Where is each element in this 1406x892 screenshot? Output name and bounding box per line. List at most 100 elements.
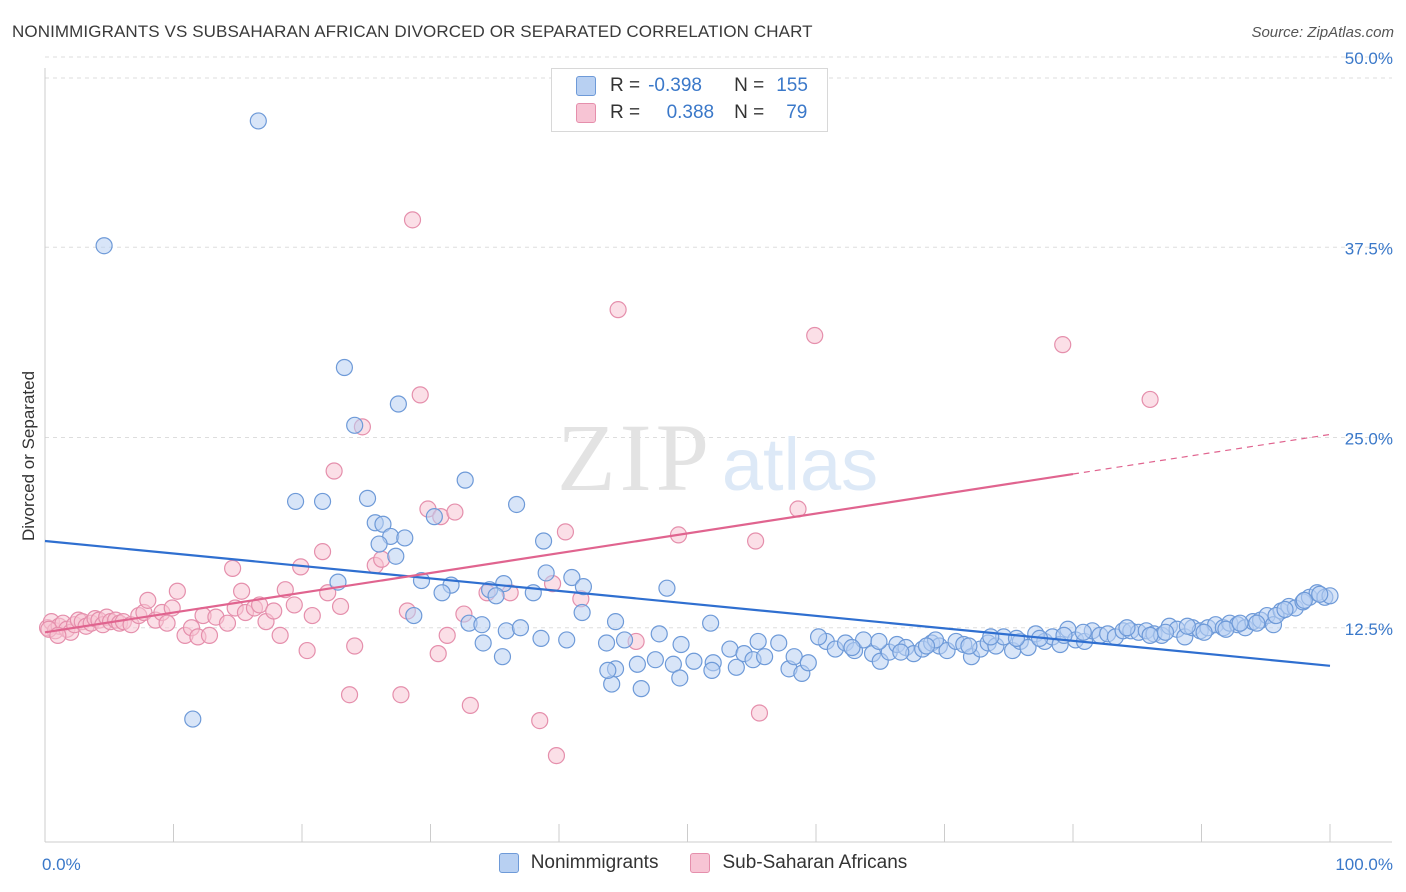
data-point-nonimmigrant — [433, 584, 451, 602]
y-tick-label: 12.5% — [1345, 620, 1393, 639]
legend-r-value: 0.388 — [666, 102, 715, 123]
chart-source: Source: ZipAtlas.com — [1251, 24, 1394, 41]
y-axis-label: Divorced or Separated — [19, 371, 38, 541]
data-point-nonimmigrant — [474, 634, 492, 652]
data-point-sub-saharan — [392, 686, 410, 704]
legend-n-value: 79 — [786, 102, 808, 123]
data-point-nonimmigrant — [95, 237, 113, 255]
data-point-sub-saharan — [298, 641, 316, 660]
legend-row-nonimmigrants: R = -0.398 N = 155 — [576, 73, 808, 99]
data-point-nonimmigrant — [387, 547, 405, 565]
data-point-nonimmigrant — [184, 710, 202, 728]
data-point-nonimmigrant — [785, 648, 803, 666]
legend-swatch-blue — [576, 76, 596, 96]
data-point-sub-saharan — [233, 582, 251, 600]
data-point-nonimmigrant — [487, 587, 505, 605]
data-point-sub-saharan — [747, 532, 765, 550]
data-point-nonimmigrant — [646, 651, 664, 669]
data-point-sub-saharan — [556, 523, 575, 541]
data-point-nonimmigrant — [1231, 614, 1249, 632]
x-tick-label: 100.0% — [1335, 855, 1393, 874]
data-point-sub-saharan — [750, 704, 769, 722]
series-legend: Nonimmigrants Sub-Saharan Africans — [0, 852, 1406, 874]
data-point-sub-saharan — [609, 301, 627, 319]
data-point-sub-saharan — [325, 462, 343, 480]
data-point-sub-saharan — [411, 386, 429, 404]
watermark-atlas: atlas — [722, 423, 878, 506]
legend-n-label: N = — [734, 102, 765, 123]
data-point-nonimmigrant — [727, 658, 745, 676]
data-point-sub-saharan — [461, 696, 479, 714]
data-point-sub-saharan — [158, 614, 176, 632]
data-point-nonimmigrant — [346, 416, 364, 434]
data-point-sub-saharan — [313, 543, 332, 561]
legend-swatch-pink — [690, 853, 711, 873]
data-point-sub-saharan — [403, 211, 422, 229]
sub-saharan-points — [38, 211, 1159, 765]
data-point-nonimmigrant — [650, 625, 668, 643]
data-point-nonimmigrant — [405, 606, 423, 625]
data-point-nonimmigrant — [1141, 626, 1159, 644]
data-point-nonimmigrant — [599, 661, 617, 679]
data-point-nonimmigrant — [358, 489, 377, 507]
data-point-nonimmigrant — [799, 654, 817, 672]
data-point-nonimmigrant — [1311, 585, 1329, 603]
data-point-nonimmigrant — [809, 628, 828, 646]
y-tick-labels: 12.5% 25.0% 37.5% 50.0% — [1345, 49, 1393, 639]
data-point-nonimmigrant — [703, 661, 721, 679]
data-point-sub-saharan — [224, 559, 242, 577]
data-point-nonimmigrant — [456, 471, 474, 489]
legend-swatch-blue — [498, 853, 519, 873]
trend-line-sub-saharan-extension — [1072, 433, 1331, 475]
y-tick-label: 37.5% — [1345, 239, 1393, 258]
data-point-nonimmigrant — [1074, 623, 1092, 641]
data-point-nonimmigrant — [532, 629, 550, 648]
legend-n-value: 155 — [776, 75, 808, 96]
data-point-sub-saharan — [168, 582, 186, 600]
data-point-sub-saharan — [438, 626, 456, 644]
data-point-nonimmigrant — [960, 637, 978, 655]
legend-r-label: R = — [610, 75, 641, 96]
data-point-nonimmigrant — [870, 632, 888, 651]
data-point-nonimmigrant — [497, 622, 515, 640]
data-point-sub-saharan — [531, 711, 549, 730]
y-tick-label: 50.0% — [1345, 49, 1393, 68]
data-point-sub-saharan — [340, 686, 359, 704]
data-point-nonimmigrant — [563, 568, 581, 587]
data-point-nonimmigrant — [628, 655, 646, 673]
data-point-nonimmigrant — [574, 578, 593, 596]
legend-r-label: R = — [610, 102, 641, 123]
data-point-nonimmigrant — [389, 395, 407, 413]
data-point-sub-saharan — [218, 614, 237, 632]
data-point-nonimmigrant — [396, 529, 414, 547]
data-point-nonimmigrant — [749, 632, 767, 651]
data-point-nonimmigrant — [770, 634, 788, 652]
axes — [44, 68, 1392, 843]
x-tick-labels: 0.0% 100.0% — [42, 855, 1393, 874]
data-point-nonimmigrant — [917, 637, 936, 655]
trend-lines — [44, 433, 1331, 667]
legend-label-nonimmigrants: Nonimmigrants — [530, 852, 659, 873]
legend-item-sub-saharan: Sub-Saharan Africans — [690, 852, 907, 874]
data-point-nonimmigrant — [755, 648, 774, 666]
data-point-nonimmigrant — [370, 535, 388, 553]
data-point-nonimmigrant — [511, 619, 530, 637]
data-point-nonimmigrant — [606, 613, 625, 631]
trend-line-nonimmigrants — [44, 539, 1331, 667]
data-point-nonimmigrant — [249, 112, 267, 130]
gridlines — [45, 56, 1392, 629]
data-point-sub-saharan — [446, 503, 464, 521]
data-point-sub-saharan — [303, 606, 321, 625]
data-point-nonimmigrant — [671, 669, 689, 687]
data-point-nonimmigrant — [685, 652, 703, 670]
data-point-sub-saharan — [265, 602, 283, 620]
data-point-nonimmigrant — [286, 492, 305, 511]
data-point-nonimmigrant — [1248, 614, 1266, 632]
legend-row-sub-saharan: R = 0.388 N = 79 — [576, 100, 807, 126]
y-tick-label: 25.0% — [1345, 430, 1393, 449]
data-point-nonimmigrant — [632, 680, 650, 698]
data-point-nonimmigrant — [473, 616, 491, 634]
data-point-nonimmigrant — [1118, 619, 1136, 637]
data-point-nonimmigrant — [495, 575, 513, 593]
